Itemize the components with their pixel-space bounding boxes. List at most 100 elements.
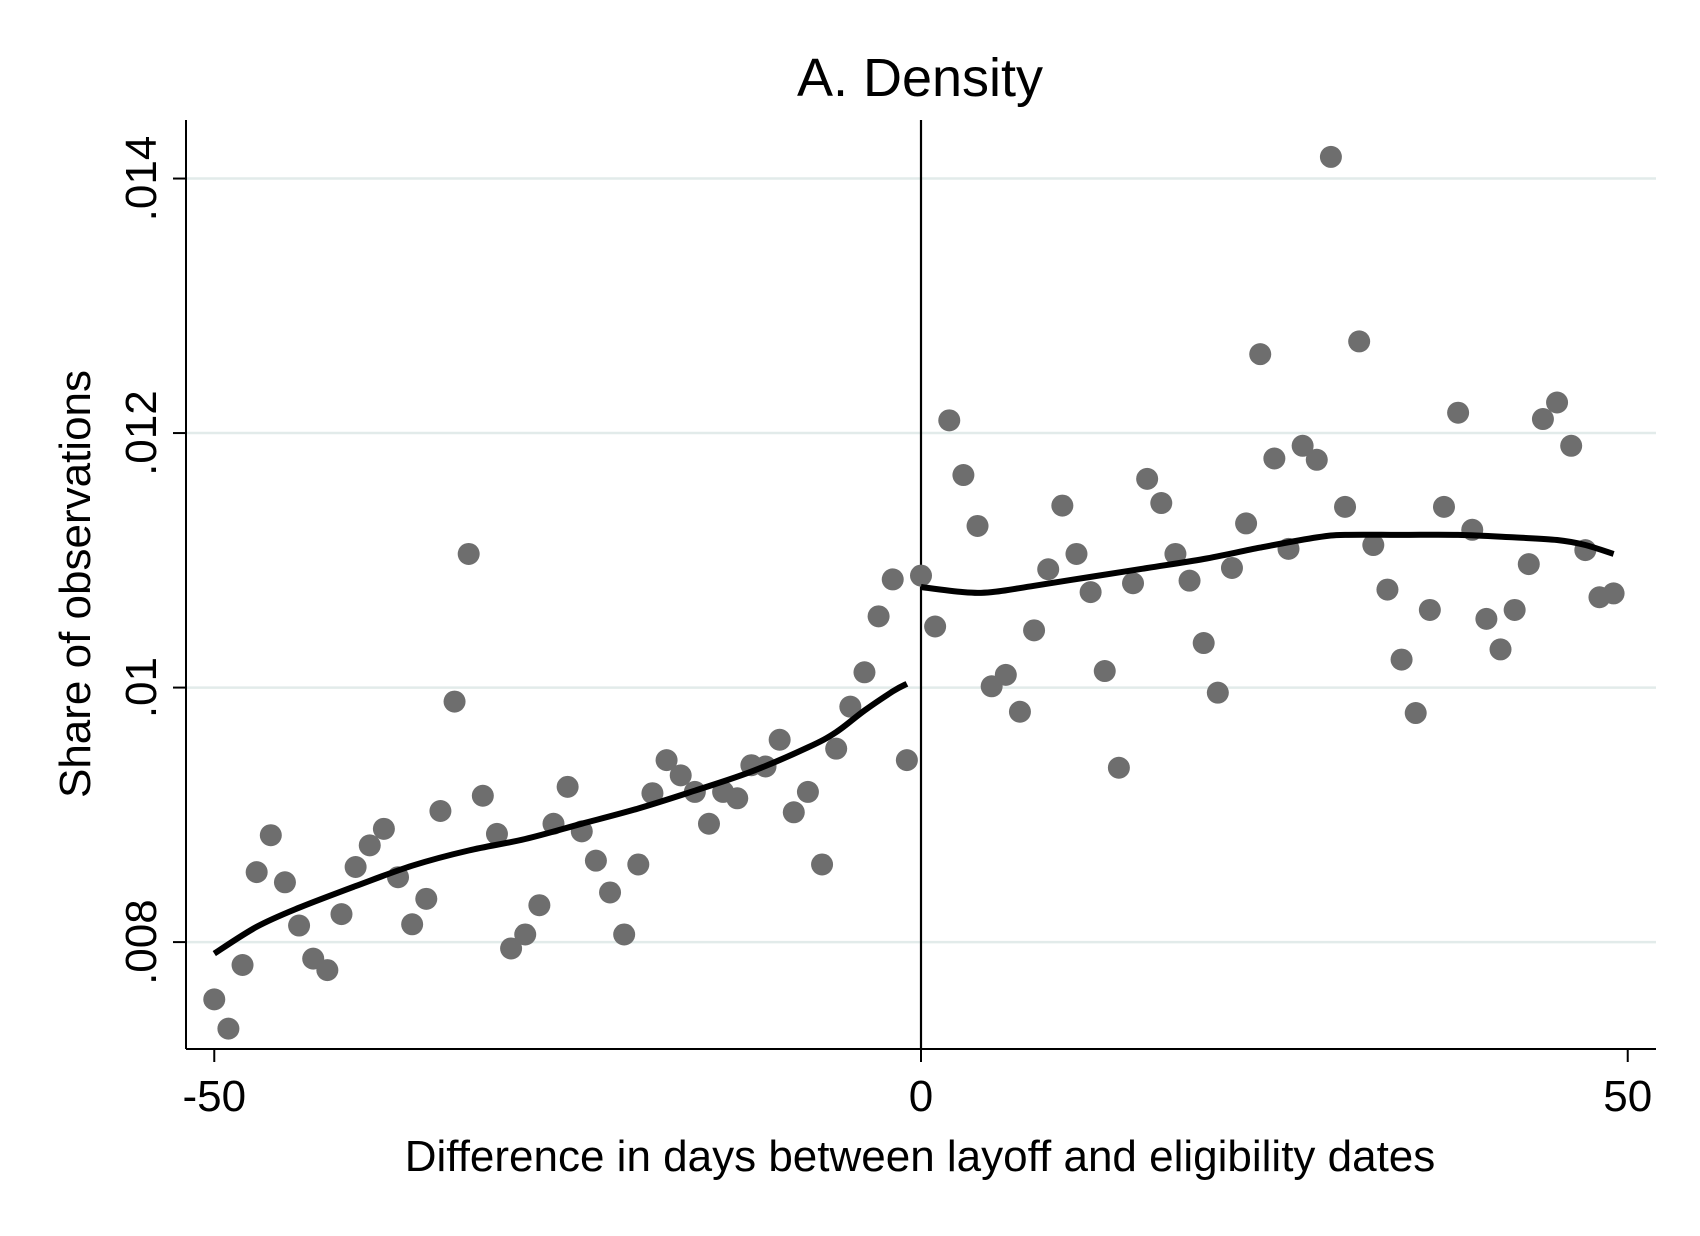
data-point-75: [1263, 447, 1286, 470]
data-point-94: [1531, 408, 1554, 431]
data-point-44: [825, 737, 848, 760]
data-point-47: [867, 605, 890, 628]
fit-line-left: [212, 681, 909, 957]
data-point-83: [1376, 578, 1399, 601]
data-point-73: [1235, 512, 1258, 535]
data-point-22: [514, 923, 537, 946]
data-point-37: [726, 787, 749, 810]
data-point-4: [259, 824, 282, 847]
data-point-82: [1362, 534, 1385, 557]
data-point-53: [952, 464, 975, 487]
data-point-17: [443, 690, 466, 713]
data-point-68: [1164, 542, 1187, 565]
data-point-14: [401, 913, 424, 936]
data-point-45: [839, 695, 862, 718]
data-point-64: [1107, 756, 1130, 779]
data-point-23: [528, 894, 551, 917]
data-point-80: [1334, 495, 1357, 518]
x-ticks: -50 0 50: [182, 1049, 1652, 1121]
data-point-30: [627, 853, 650, 876]
data-point-58: [1023, 619, 1046, 642]
data-point-0: [203, 988, 226, 1011]
data-point-41: [782, 801, 805, 824]
scatter-points: [203, 145, 1625, 1040]
data-point-72: [1220, 556, 1243, 579]
data-point-69: [1178, 569, 1201, 592]
data-point-35: [697, 812, 720, 835]
data-point-62: [1079, 581, 1102, 604]
data-point-66: [1136, 467, 1159, 490]
data-point-54: [966, 514, 989, 537]
data-point-90: [1475, 607, 1498, 630]
data-point-2: [231, 954, 254, 977]
data-point-56: [994, 663, 1017, 686]
data-point-29: [613, 923, 636, 946]
y-tick-label-2: .012: [117, 390, 166, 476]
data-point-95: [1546, 391, 1569, 414]
data-point-42: [796, 780, 819, 803]
x-tick-label-1: 0: [909, 1072, 933, 1121]
data-point-60: [1051, 494, 1074, 517]
data-point-91: [1489, 638, 1512, 661]
data-point-33: [669, 764, 692, 787]
data-point-18: [457, 542, 480, 565]
fit-line-right: [920, 531, 1615, 596]
data-point-57: [1008, 700, 1031, 723]
data-point-78: [1305, 448, 1328, 471]
y-tick-label-0: .008: [117, 899, 166, 985]
data-point-50: [910, 564, 932, 587]
data-point-32: [655, 749, 678, 772]
data-point-63: [1093, 660, 1116, 683]
data-point-99: [1602, 582, 1625, 605]
y-axis-title: Share of observations: [51, 370, 100, 798]
data-point-87: [1432, 495, 1455, 518]
data-point-1: [217, 1017, 240, 1040]
data-point-3: [245, 861, 268, 884]
data-point-77: [1291, 434, 1314, 457]
data-point-21: [500, 937, 523, 960]
chart-title: A. Density: [797, 48, 1043, 108]
data-point-10: [344, 856, 367, 879]
data-point-86: [1418, 598, 1441, 621]
data-point-25: [556, 775, 579, 798]
data-point-27: [584, 849, 607, 872]
data-point-92: [1503, 598, 1526, 621]
data-point-8: [316, 959, 339, 982]
data-point-15: [415, 887, 438, 910]
data-point-85: [1404, 702, 1427, 725]
data-point-49: [895, 749, 918, 772]
data-point-67: [1150, 492, 1173, 515]
data-point-61: [1065, 542, 1088, 565]
data-point-19: [471, 784, 494, 807]
data-point-81: [1348, 330, 1371, 353]
data-point-96: [1560, 434, 1583, 457]
data-point-74: [1249, 343, 1272, 366]
data-point-5: [273, 871, 296, 894]
data-point-11: [358, 834, 381, 857]
data-point-46: [853, 661, 876, 684]
data-point-9: [330, 903, 353, 926]
data-point-12: [372, 817, 395, 840]
data-point-16: [429, 800, 452, 823]
y-tick-label-1: .01: [117, 657, 166, 718]
y-ticks: .008 .01 .012 .014: [117, 136, 186, 985]
data-point-28: [599, 881, 622, 904]
data-point-52: [938, 409, 961, 432]
data-point-6: [288, 914, 311, 937]
data-point-59: [1037, 558, 1060, 581]
y-tick-label-3: .014: [117, 136, 166, 222]
data-point-71: [1206, 681, 1229, 704]
data-point-31: [641, 782, 664, 805]
data-point-79: [1319, 145, 1342, 168]
x-axis-title: Difference in days between layoff and el…: [405, 1132, 1436, 1181]
data-point-70: [1192, 632, 1215, 655]
data-point-40: [768, 728, 791, 751]
x-tick-label-2: 50: [1603, 1072, 1652, 1121]
data-point-48: [881, 568, 904, 591]
data-point-51: [924, 615, 947, 638]
data-point-20: [485, 822, 508, 845]
data-point-93: [1517, 553, 1540, 576]
x-tick-label-0: -50: [182, 1072, 246, 1121]
